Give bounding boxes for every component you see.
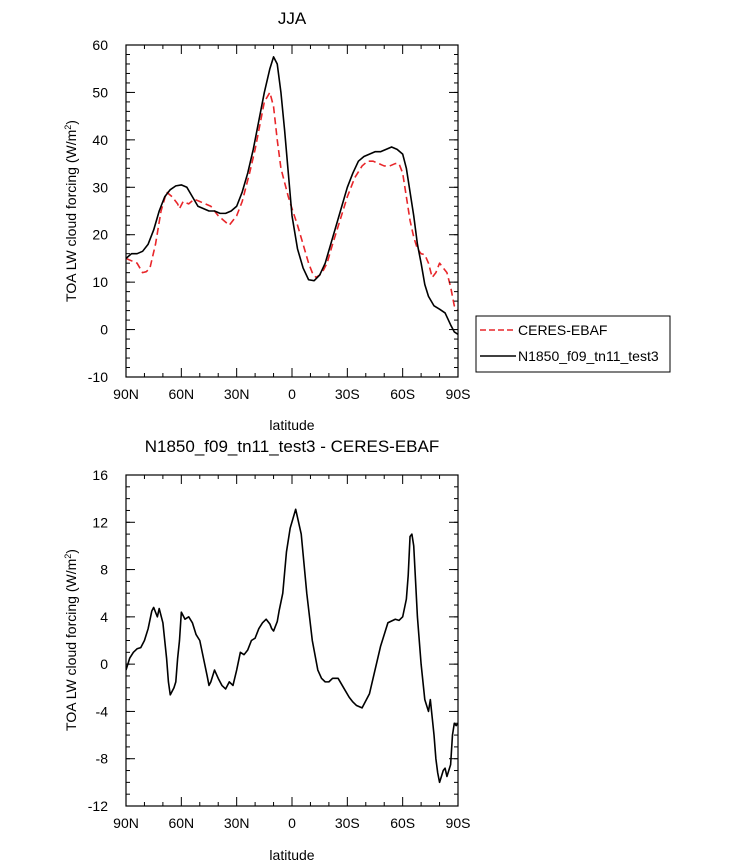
chart-title: JJA bbox=[278, 9, 307, 28]
x-tick-label: 30S bbox=[335, 815, 360, 831]
chart-title: N1850_f09_tn11_test3 - CERES-EBAF bbox=[145, 437, 440, 456]
plot-area: 90N 60N 30N 0 30S 60S 90S -12 -8 -4 0 4 8 12 16 bbox=[88, 467, 471, 831]
y-tick-label: 30 bbox=[92, 179, 108, 195]
plot-area: 90N 60N 30N 0 30S 60S 90S -10 0 10 20 30 40 50 60 bbox=[88, 37, 471, 402]
y-tick-label: 20 bbox=[92, 227, 108, 243]
series-line-ceres-ebaf bbox=[126, 91, 458, 312]
series-line-n1850-f09-tn11-test3 bbox=[126, 56, 458, 335]
y-tick-label: -12 bbox=[88, 798, 108, 814]
series-line-difference bbox=[126, 508, 458, 784]
jja-chart: JJA 90N 60N 30N 0 30S 60S 90S-100102030405060 … bbox=[63, 9, 671, 433]
y-tick-label: 50 bbox=[92, 84, 108, 100]
legend-label-model: N1850_f09_tn11_test3 bbox=[518, 348, 659, 364]
legend: CERES-EBAF N1850_f09_tn11_test3 bbox=[475, 315, 671, 373]
x-tick-label: 30N bbox=[224, 386, 250, 402]
y-tick-label: 4 bbox=[100, 609, 108, 625]
x-tick-label: 90S bbox=[446, 386, 471, 402]
y-tick-label: 60 bbox=[92, 37, 108, 53]
x-axis-label: latitude bbox=[269, 847, 314, 863]
x-tick-label: 60N bbox=[168, 815, 194, 831]
x-tick-label: 0 bbox=[288, 386, 296, 402]
y-tick-label: -8 bbox=[96, 751, 109, 767]
y-tick-label: -4 bbox=[96, 703, 109, 719]
y-axis-label: TOA LW cloud forcing (W/m2) bbox=[63, 549, 79, 731]
x-tick-label: 30N bbox=[224, 815, 250, 831]
y-tick-label: 0 bbox=[100, 656, 108, 672]
y-tick-label: -10 bbox=[88, 369, 108, 385]
x-tick-label: 60S bbox=[390, 815, 415, 831]
y-tick-label: 16 bbox=[92, 467, 108, 483]
y-tick-label: 0 bbox=[100, 322, 108, 338]
y-tick-label: 12 bbox=[92, 514, 108, 530]
y-axis-label: TOA LW cloud forcing (W/m2) bbox=[63, 120, 79, 302]
x-tick-label: 90N bbox=[113, 815, 139, 831]
legend-label-ceres-ebaf: CERES-EBAF bbox=[518, 322, 607, 338]
difference-chart: N1850_f09_tn11_test3 - CERES-EBAF 90N 60N… bbox=[63, 437, 470, 863]
x-tick-label: 0 bbox=[288, 815, 296, 831]
y-tick-label: 40 bbox=[92, 132, 108, 148]
legend-box bbox=[475, 315, 671, 373]
x-tick-label: 60S bbox=[390, 386, 415, 402]
y-tick-label: 8 bbox=[100, 562, 108, 578]
x-tick-label: 30S bbox=[335, 386, 360, 402]
x-tick-label: 90N bbox=[113, 386, 139, 402]
x-axis-label: latitude bbox=[269, 417, 314, 433]
x-tick-label: 90S bbox=[446, 815, 471, 831]
x-tick-label: 60N bbox=[168, 386, 194, 402]
y-tick-label: 10 bbox=[92, 274, 108, 290]
